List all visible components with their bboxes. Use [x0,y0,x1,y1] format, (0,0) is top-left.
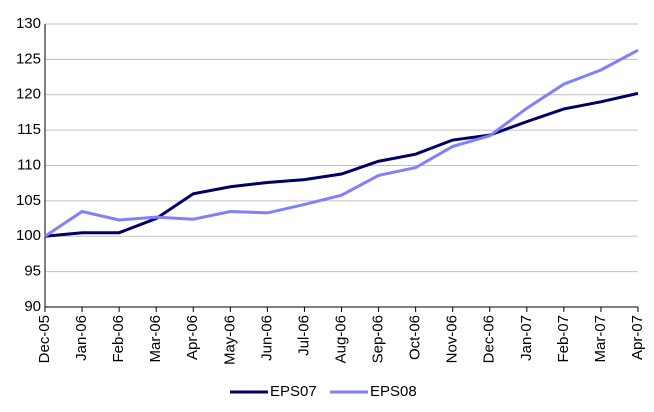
y-tick-label: 115 [17,121,41,138]
y-tick-label: 110 [17,156,41,173]
x-tick-label: Jul-06 [295,315,312,356]
y-tick-label: 125 [16,50,41,67]
x-tick-label: Feb-07 [555,315,572,363]
x-tick-label: Mar-07 [592,315,609,363]
x-tick-label: Mar-06 [147,315,164,363]
y-tick-label: 105 [16,192,41,209]
x-tick-label: Jun-06 [258,315,275,361]
series-line [44,91,639,238]
x-tick-label: Oct-06 [407,315,424,360]
x-tick-label: Jan-06 [73,315,90,361]
x-tick-label: Aug-06 [332,315,349,363]
x-tick-label: Dec-05 [36,315,53,363]
x-tick-label: Nov-06 [444,315,461,363]
y-tick-label: 90 [24,298,41,315]
y-tick-label: 120 [16,86,41,103]
y-tick-label: 130 [16,15,41,32]
legend-label: EPS08 [370,383,417,400]
y-tick-label: 100 [16,227,41,244]
x-tick-label: May-06 [221,315,238,365]
series-line [44,48,639,238]
x-tick-label: Sep-06 [370,315,387,363]
x-tick-label: Dec-06 [481,315,498,363]
x-tick-label: Apr-06 [184,315,201,360]
x-tick-label: Jan-07 [518,315,535,361]
x-tick-label: Apr-07 [629,315,646,360]
legend-label: EPS07 [270,383,317,400]
x-tick-label: Feb-06 [110,315,127,363]
y-tick-label: 95 [24,263,41,280]
